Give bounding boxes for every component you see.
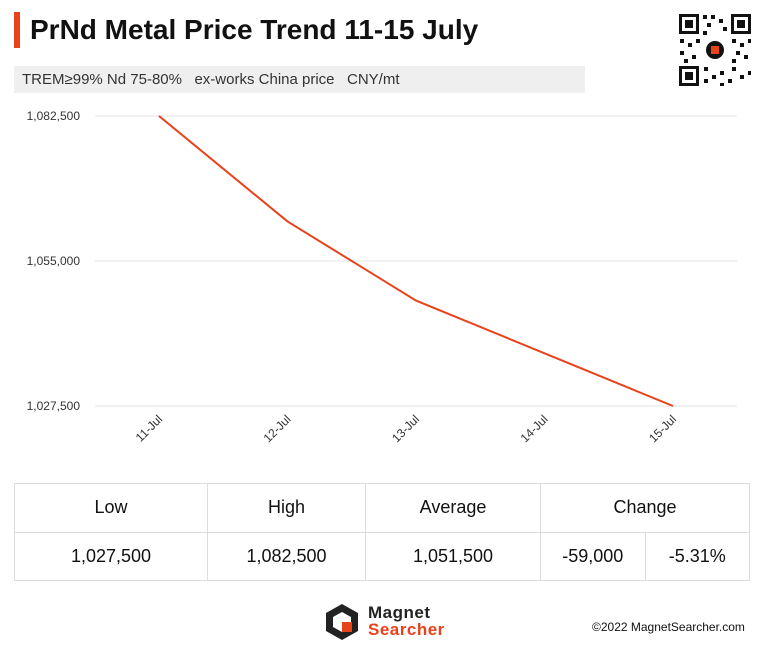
header-high: High [207, 483, 366, 533]
x-tick-label: 13-Jul [389, 412, 422, 445]
title-accent-bar [14, 12, 20, 48]
line-chart: 1,082,500 1,055,000 1,027,500 11-Jul 12-Jul 1… [27, 109, 737, 445]
x-tick-label: 12-Jul [261, 412, 294, 445]
stats-value-row: 1,027,500 1,082,500 1,051,500 -59,000 -5… [14, 531, 750, 581]
header-low: Low [14, 483, 208, 533]
logo-text-magnet: Magnet [368, 603, 431, 622]
logo-text-searcher: Searcher [368, 620, 445, 639]
value-low: 1,027,500 [14, 531, 208, 581]
y-tick-label: 1,082,500 [27, 109, 81, 123]
copyright-text: ©2022 MagnetSearcher.com [592, 620, 745, 634]
chart-subtitle: TREM≥99% Nd 75-80% ex-works China price … [14, 66, 585, 93]
value-change-absolute: -59,000 [540, 531, 646, 581]
magnet-searcher-logo-icon [326, 604, 358, 640]
stats-table: Low High Average Change 1,027,500 1,082,… [14, 483, 750, 581]
y-tick-label: 1,027,500 [27, 399, 81, 413]
qr-code-icon [677, 12, 753, 88]
y-tick-label: 1,055,000 [27, 254, 81, 268]
stats-header-row: Low High Average Change [14, 483, 750, 533]
header-change: Change [540, 483, 750, 533]
chart-title: PrNd Metal Price Trend 11-15 July [30, 12, 478, 48]
title-main: PrNd Metal Price Trend [30, 14, 337, 45]
x-tick-label: 11-Jul [133, 412, 165, 444]
title-dates: 11-15 July [344, 14, 479, 45]
x-tick-label: 14-Jul [518, 412, 551, 445]
value-average: 1,051,500 [365, 531, 541, 581]
value-high: 1,082,500 [207, 531, 366, 581]
x-tick-label: 15-Jul [646, 412, 679, 445]
header-average: Average [365, 483, 541, 533]
value-change-percent: -5.31% [644, 531, 750, 581]
